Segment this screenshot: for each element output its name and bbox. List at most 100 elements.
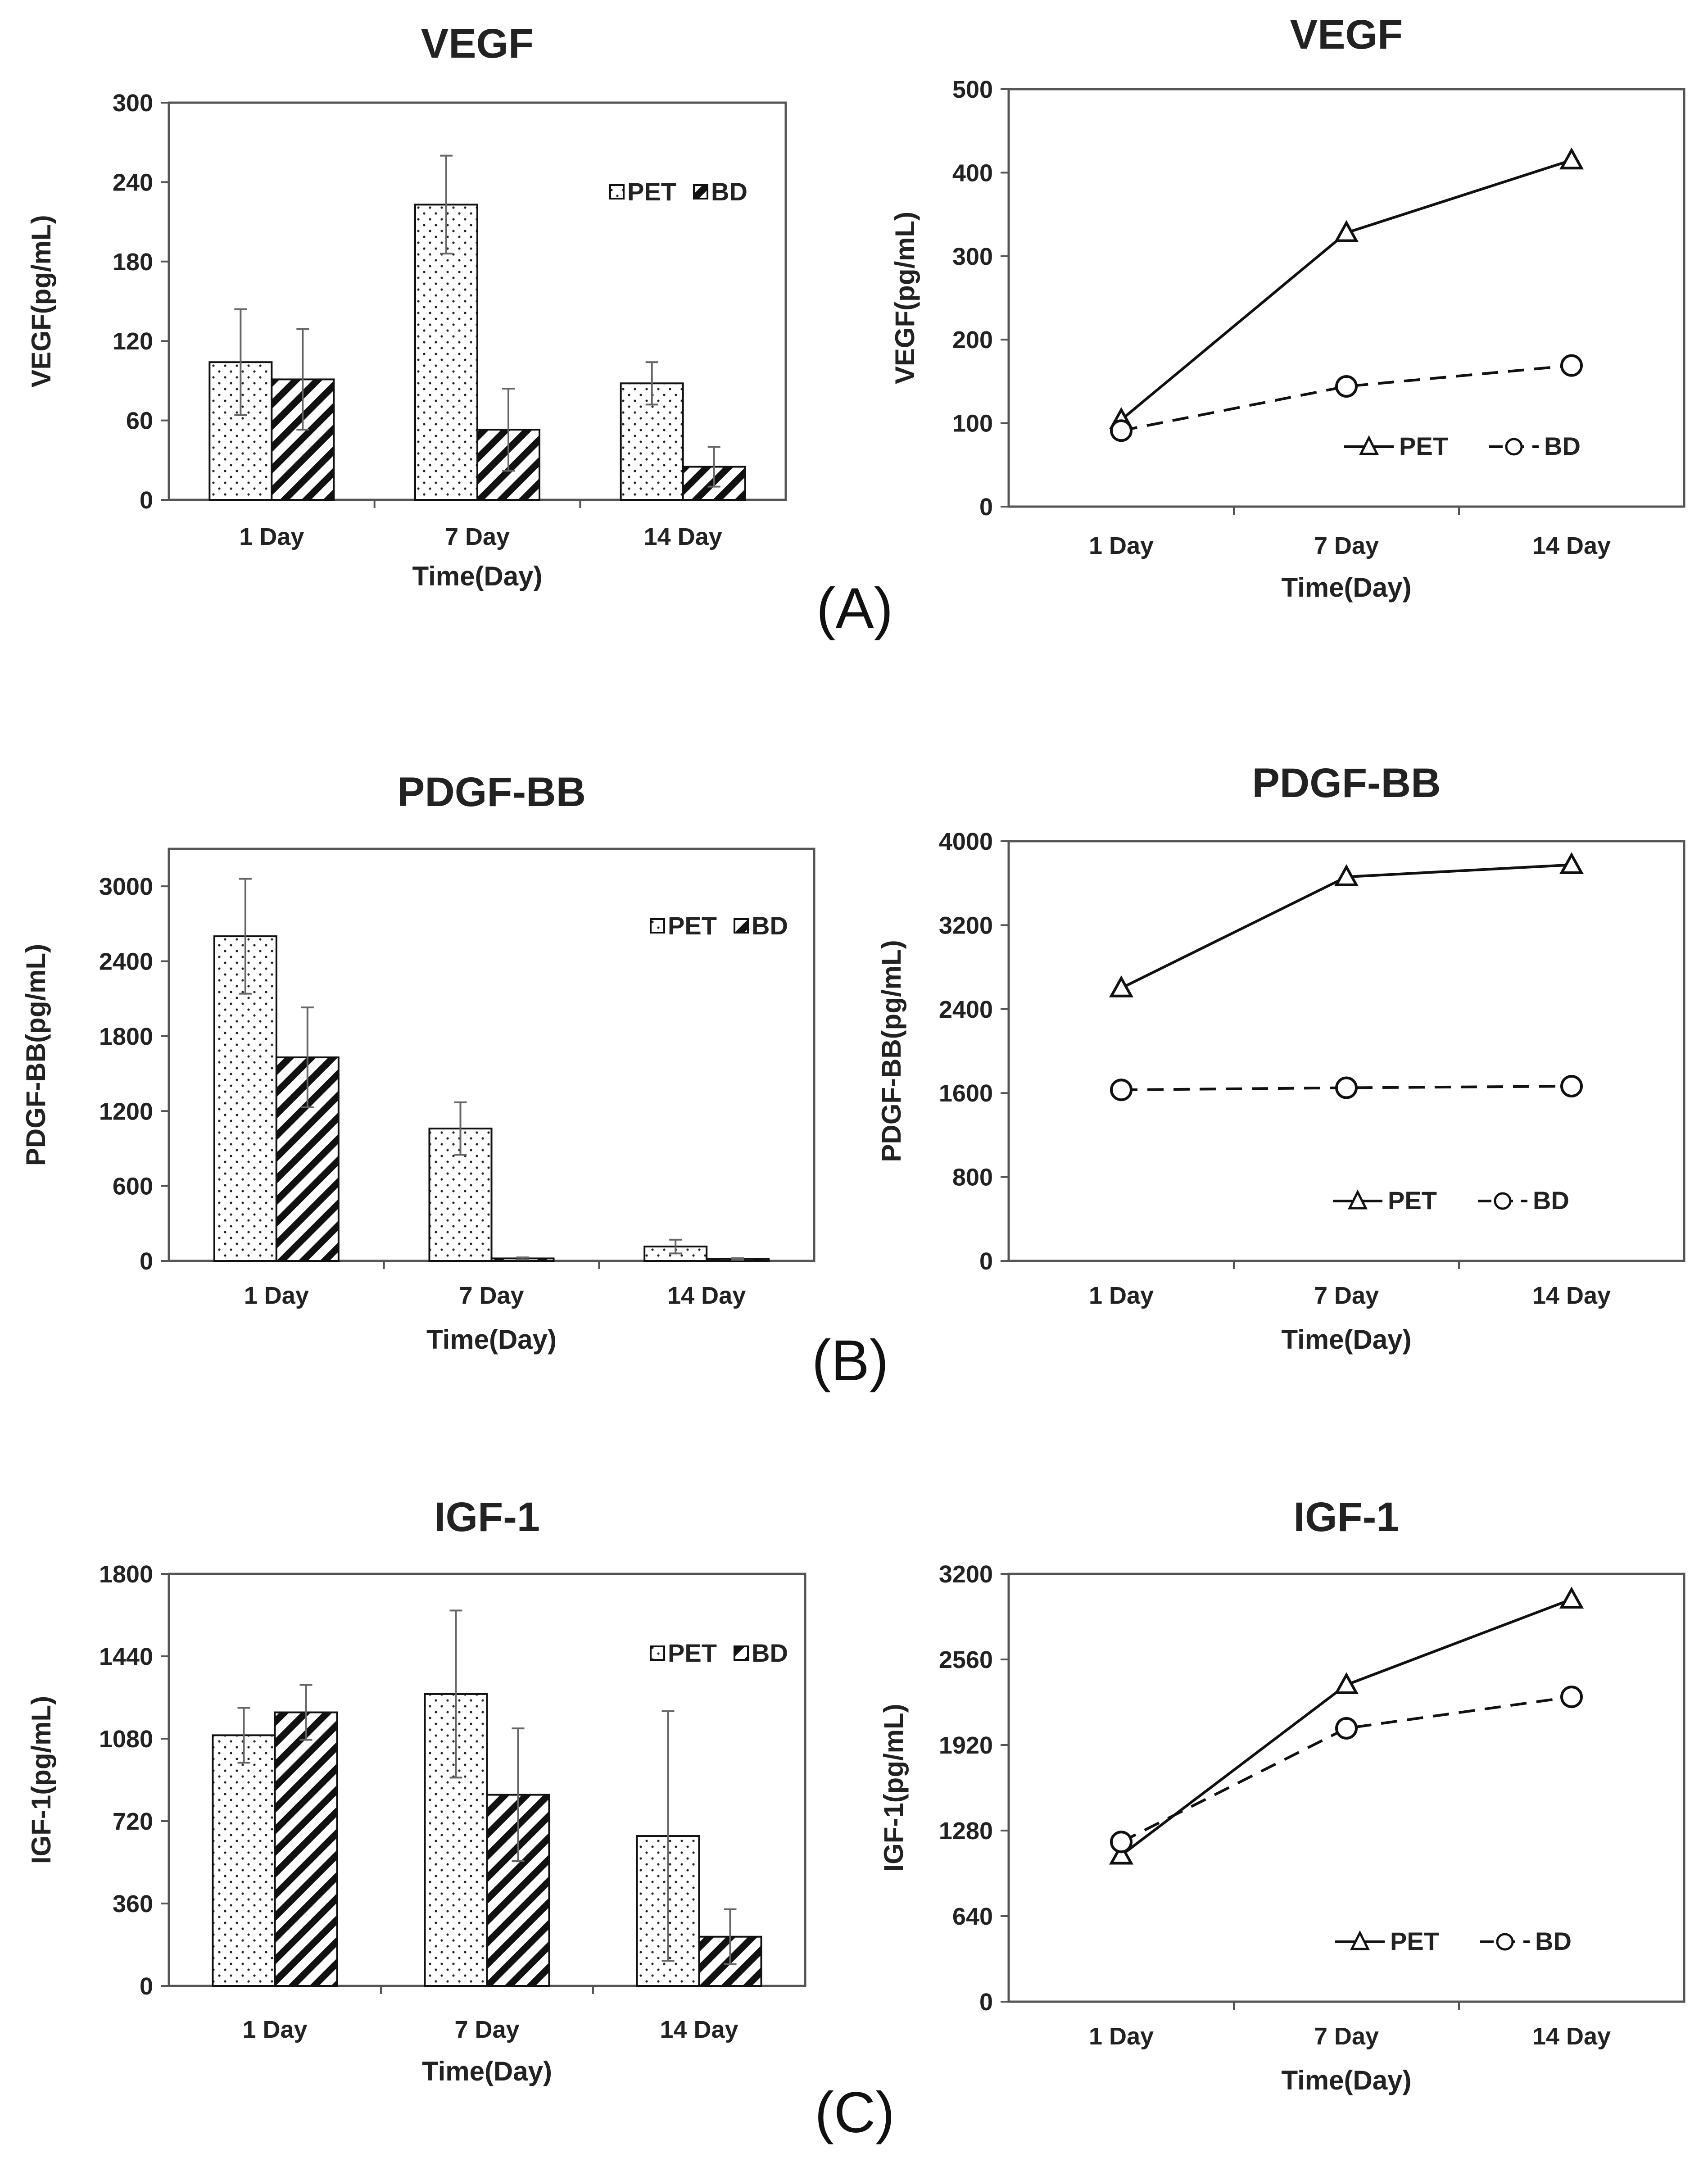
data-point-pet	[1334, 864, 1359, 886]
data-point-pet	[1559, 852, 1584, 875]
data-point-bd	[1560, 1686, 1583, 1709]
panel-label-c: (C)	[815, 2080, 895, 2145]
legend-marker-pet	[1350, 1930, 1370, 1950]
data-point-pet	[1109, 975, 1134, 997]
data-point-bd	[1335, 1717, 1358, 1740]
x-tick-label: 7 Day	[445, 523, 510, 550]
y-tick-label: 360	[113, 1890, 153, 1917]
panel-label-a: (A)	[816, 576, 893, 641]
y-tick-label: 720	[113, 1808, 153, 1835]
x-tick-label: 14 Day	[667, 1282, 746, 1309]
y-tick-label: 0	[140, 487, 153, 514]
legend-marker-bd	[1505, 438, 1523, 456]
y-tick-label: 0	[140, 1973, 153, 2000]
x-tick-label: 1 Day	[1089, 2023, 1154, 2050]
plot-frame	[1007, 840, 1685, 1262]
data-point-bd	[1335, 1076, 1358, 1099]
y-tick-label: 2400	[99, 948, 153, 975]
x-tick-label: 14 Day	[1532, 532, 1611, 559]
y-tick-label: 0	[979, 494, 993, 521]
legend-label: BD	[752, 911, 788, 940]
legend-label: BD	[1533, 1186, 1569, 1215]
legend-swatch-bd	[693, 184, 708, 199]
legend-marker-bd	[1496, 1933, 1514, 1951]
y-tick-label: 3000	[99, 873, 153, 900]
data-point-bd	[1110, 1079, 1133, 1101]
chart-igf-line: IGF-1 0 640 1280 1920 2560 3200 IGF-1(pg/mL) 1 D…	[879, 1494, 1685, 2095]
y-tick-label: 100	[952, 410, 993, 437]
chart-vegf-line: VEGF 0 100 200 300 400 500 VEGF(pg/mL) 1 Day 7 Da…	[890, 12, 1685, 603]
x-axis-title: Time(Day)	[422, 2056, 552, 2086]
legend-label: PET	[668, 1639, 717, 1667]
legend-swatch-pet	[609, 184, 625, 199]
legend-label: BD	[711, 177, 748, 206]
x-tick-label: 7 Day	[1314, 2023, 1379, 2050]
legend-marker-bd	[1494, 1192, 1512, 1210]
x-axis-title: Time(Day)	[1282, 1324, 1412, 1355]
y-tick-label: 1920	[939, 1732, 993, 1759]
y-tick-label: 1800	[99, 1561, 153, 1588]
chart-vegf-bar: VEGF 0 60 120 180 240 300 VEGF(pg/mL) 1 Day 7 Day…	[26, 21, 787, 591]
y-axis-title: IGF-1(pg/mL)	[879, 1704, 909, 1872]
y-axis-title: VEGF(pg/mL)	[26, 215, 56, 387]
series-line-bd	[1120, 1695, 1572, 1843]
y-tick-label: 600	[113, 1173, 153, 1200]
x-tick-label: 1 Day	[244, 1282, 309, 1309]
chart-title: PDGF-BB	[1252, 760, 1441, 806]
series-line-bd	[1121, 1085, 1572, 1092]
y-tick-label: 3200	[939, 912, 993, 939]
y-tick-label: 300	[952, 243, 993, 270]
legend-label: PET	[1399, 432, 1448, 460]
y-tick-label: 1200	[99, 1098, 153, 1125]
legend-swatch-pet	[650, 1645, 665, 1661]
x-tick-label: 1 Day	[1089, 1282, 1154, 1309]
chart-title: VEGF	[421, 21, 534, 67]
legend-swatch-pet	[650, 918, 665, 934]
data-point-pet	[1559, 1586, 1584, 1609]
legend-marker-pet	[1359, 435, 1379, 455]
panel-label-b: (B)	[812, 1328, 889, 1393]
data-point-pet	[1334, 220, 1359, 242]
y-tick-label: 0	[140, 1248, 153, 1275]
y-tick-label: 640	[952, 1903, 993, 1930]
y-tick-label: 2560	[939, 1646, 993, 1673]
data-point-pet	[1559, 147, 1584, 170]
plot-frame	[1007, 1573, 1685, 2003]
legend-marker-pet	[1347, 1189, 1368, 1210]
legend-swatch-bd	[734, 1645, 749, 1661]
bar-bd	[274, 1711, 338, 1987]
y-tick-label: 0	[979, 1248, 993, 1275]
chart-title: IGF-1	[434, 1494, 540, 1540]
x-tick-label: 7 Day	[454, 2016, 519, 2043]
y-tick-label: 60	[126, 408, 153, 435]
x-tick-label: 14 Day	[660, 2016, 738, 2043]
bar-pet	[208, 361, 273, 501]
x-axis-title: Time(Day)	[1282, 572, 1412, 603]
legend-label: BD	[752, 1639, 788, 1667]
x-tick-label: 7 Day	[459, 1282, 524, 1309]
y-tick-label: 2400	[939, 996, 993, 1023]
data-point-bd	[1560, 1075, 1583, 1098]
legend-label: BD	[1535, 1927, 1572, 1955]
y-axis-title: PDGF-BB(pg/mL)	[876, 940, 906, 1162]
data-point-bd	[1110, 419, 1133, 442]
x-tick-label: 1 Day	[239, 523, 304, 550]
y-tick-label: 800	[952, 1164, 993, 1191]
chart-title: PDGF-BB	[397, 769, 586, 815]
legend-label: PET	[668, 911, 717, 940]
legend-label: PET	[1390, 1927, 1439, 1955]
series-line-bd	[1121, 364, 1572, 432]
y-axis-title: PDGF-BB(pg/mL)	[21, 944, 51, 1166]
chart-title: VEGF	[1290, 12, 1403, 58]
x-tick-label: 14 Day	[1532, 2023, 1611, 2050]
legend-label: BD	[1544, 432, 1581, 460]
x-tick-label: 7 Day	[1314, 1282, 1379, 1309]
chart-pdgf-line: PDGF-BB 0 800 1600 2400 3200 4000 PDGF-BB(pg/mL…	[876, 760, 1685, 1355]
data-point-pet	[1334, 1672, 1359, 1695]
y-tick-label: 240	[113, 169, 153, 196]
data-point-bd	[1335, 375, 1358, 398]
data-point-bd	[1110, 1831, 1133, 1854]
bar-pet	[212, 1734, 276, 1987]
x-tick-label: 14 Day	[644, 523, 722, 550]
